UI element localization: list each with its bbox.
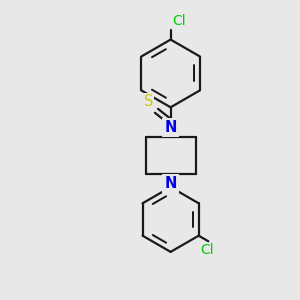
- Text: S: S: [144, 94, 153, 110]
- Text: N: N: [164, 176, 177, 191]
- Text: N: N: [164, 120, 177, 135]
- Text: Cl: Cl: [172, 14, 186, 28]
- Text: Cl: Cl: [200, 243, 214, 257]
